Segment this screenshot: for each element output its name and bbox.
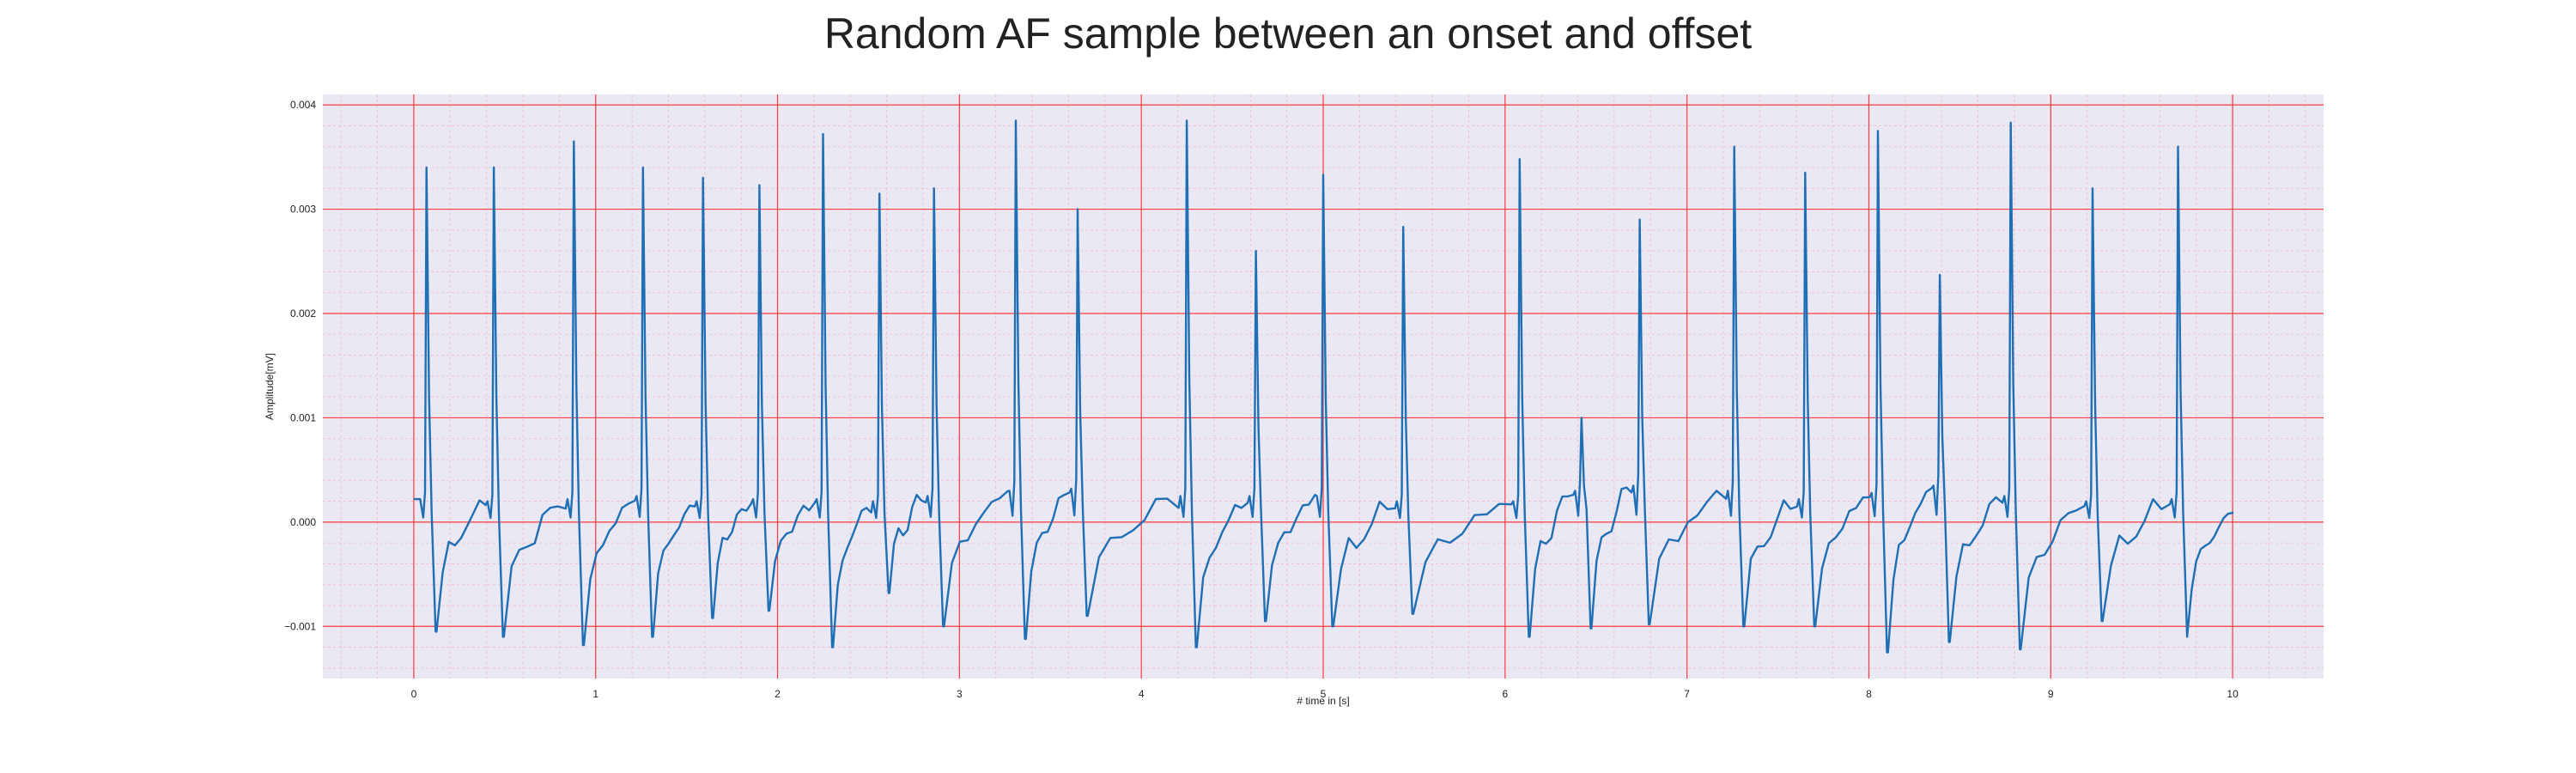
x-tick-label: 0	[411, 688, 417, 700]
y-axis-ticks: −0.001 0.000 0.001 0.002 0.003 0.004	[284, 99, 316, 632]
x-tick-label: 5	[1321, 688, 1327, 700]
y-tick-label: 0.004	[290, 99, 316, 111]
y-tick-label: 0.003	[290, 204, 316, 216]
x-tick-label: 7	[1684, 688, 1690, 700]
x-tick-label: 10	[2227, 688, 2239, 700]
x-tick-label: 3	[957, 688, 963, 700]
x-tick-label: 2	[775, 688, 781, 700]
x-tick-label: 6	[1502, 688, 1508, 700]
chart-title: Random AF sample between an onset and of…	[824, 9, 1752, 58]
y-tick-label: 0.001	[290, 411, 316, 423]
x-tick-label: 9	[2048, 688, 2054, 700]
ecg-signal-line	[413, 119, 2234, 654]
x-axis-ticks: 0 1 2 3 4 5 6 7 8 9 10	[411, 688, 2239, 700]
x-tick-label: 8	[1866, 688, 1872, 700]
x-tick-label: 1	[592, 688, 598, 700]
x-tick-label: 4	[1139, 688, 1145, 700]
y-axis-label: Amplitude[mV]	[264, 353, 276, 420]
x-axis-label: # time in [s]	[1297, 695, 1349, 707]
y-tick-label: −0.001	[284, 620, 316, 632]
y-tick-label: 0.002	[290, 307, 316, 320]
y-tick-label: 0.000	[290, 516, 316, 528]
